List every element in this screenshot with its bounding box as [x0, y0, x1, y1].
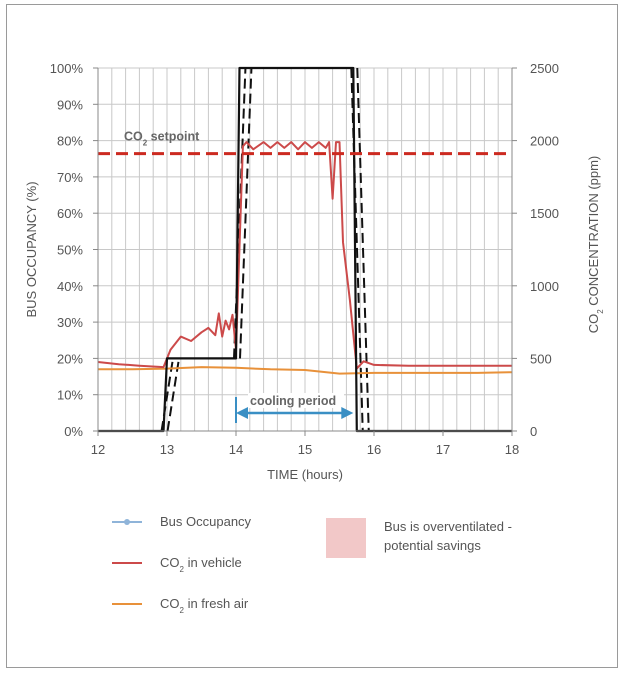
x-tick-label: 18 — [505, 442, 519, 457]
y-left-tick-label: 90% — [57, 97, 83, 112]
y-left-axis-title: BUS OCCUPANCY (%) — [24, 181, 39, 317]
setpoint-label: CO2 setpoint — [124, 130, 200, 148]
x-tick-label: 17 — [436, 442, 450, 457]
legend-co2-vehicle-label: CO2 in vehicle — [160, 555, 242, 574]
y-left-tick-label: 10% — [57, 388, 83, 403]
y-left-tick-label: 60% — [57, 206, 83, 221]
legend-co2-fresh-label: CO2 in fresh air — [160, 596, 249, 615]
y-right-tick-label: 2500 — [530, 61, 559, 76]
series-lines — [97, 66, 513, 433]
y-left-tick-label: 30% — [57, 315, 83, 330]
y-right-axis-title: CO2 CONCENTRATION (ppm) — [586, 156, 605, 334]
cooling-arrow-head-left — [236, 407, 248, 419]
x-tick-label: 16 — [367, 442, 381, 457]
y-left-tick-label: 50% — [57, 243, 83, 258]
y-left-tick-label: 0% — [64, 424, 83, 439]
series-co2-vehicle — [97, 141, 512, 370]
legend-overventilated-line2: potential savings — [384, 538, 481, 553]
y-left-tick-label: 80% — [57, 134, 83, 149]
x-tick-label: 15 — [298, 442, 312, 457]
y-left-tick-label: 20% — [57, 351, 83, 366]
y-left-tick-label: 70% — [57, 170, 83, 185]
cooling-arrow-head-right — [341, 407, 354, 419]
cooling-label-bg — [248, 393, 344, 408]
occupancy-boundary-dash — [160, 358, 174, 432]
y-left-tick-label: 100% — [50, 61, 84, 76]
y-right-tick-label: 0 — [530, 424, 537, 439]
occupancy-boundary-dash — [239, 67, 253, 359]
x-tick-label: 12 — [91, 442, 105, 457]
legend: Bus Occupancy CO2 in vehicle CO2 in fres… — [112, 514, 512, 615]
x-tick-label: 13 — [160, 442, 174, 457]
x-tick-label: 14 — [229, 442, 243, 457]
y-right-tick-label: 1500 — [530, 206, 559, 221]
y-left-tick-label: 40% — [57, 279, 83, 294]
axes: 12 13 14 15 16 17 18 0% 10% 20% 30% 40% 50% 60% 70% 80%… — [24, 61, 605, 482]
y-right-tick-label: 1000 — [530, 279, 559, 294]
y-right-tick-label: 500 — [530, 351, 552, 366]
legend-occupancy-marker — [124, 519, 130, 525]
y-right-tick-label: 2000 — [530, 134, 559, 149]
legend-overventilated-swatch — [326, 518, 366, 558]
legend-occupancy-label: Bus Occupancy — [160, 514, 252, 529]
legend-overventilated-line1: Bus is overventilated - — [384, 519, 512, 534]
x-axis-title: TIME (hours) — [267, 467, 343, 482]
occupancy-boundary-dash — [166, 358, 180, 432]
series-bus-occupancy — [98, 66, 512, 433]
occupancy-boundary-dash — [356, 67, 370, 432]
grid — [97, 67, 513, 432]
cooling-period-label: cooling period — [250, 394, 336, 408]
annotations: CO2 setpoint cooling period — [98, 130, 512, 423]
